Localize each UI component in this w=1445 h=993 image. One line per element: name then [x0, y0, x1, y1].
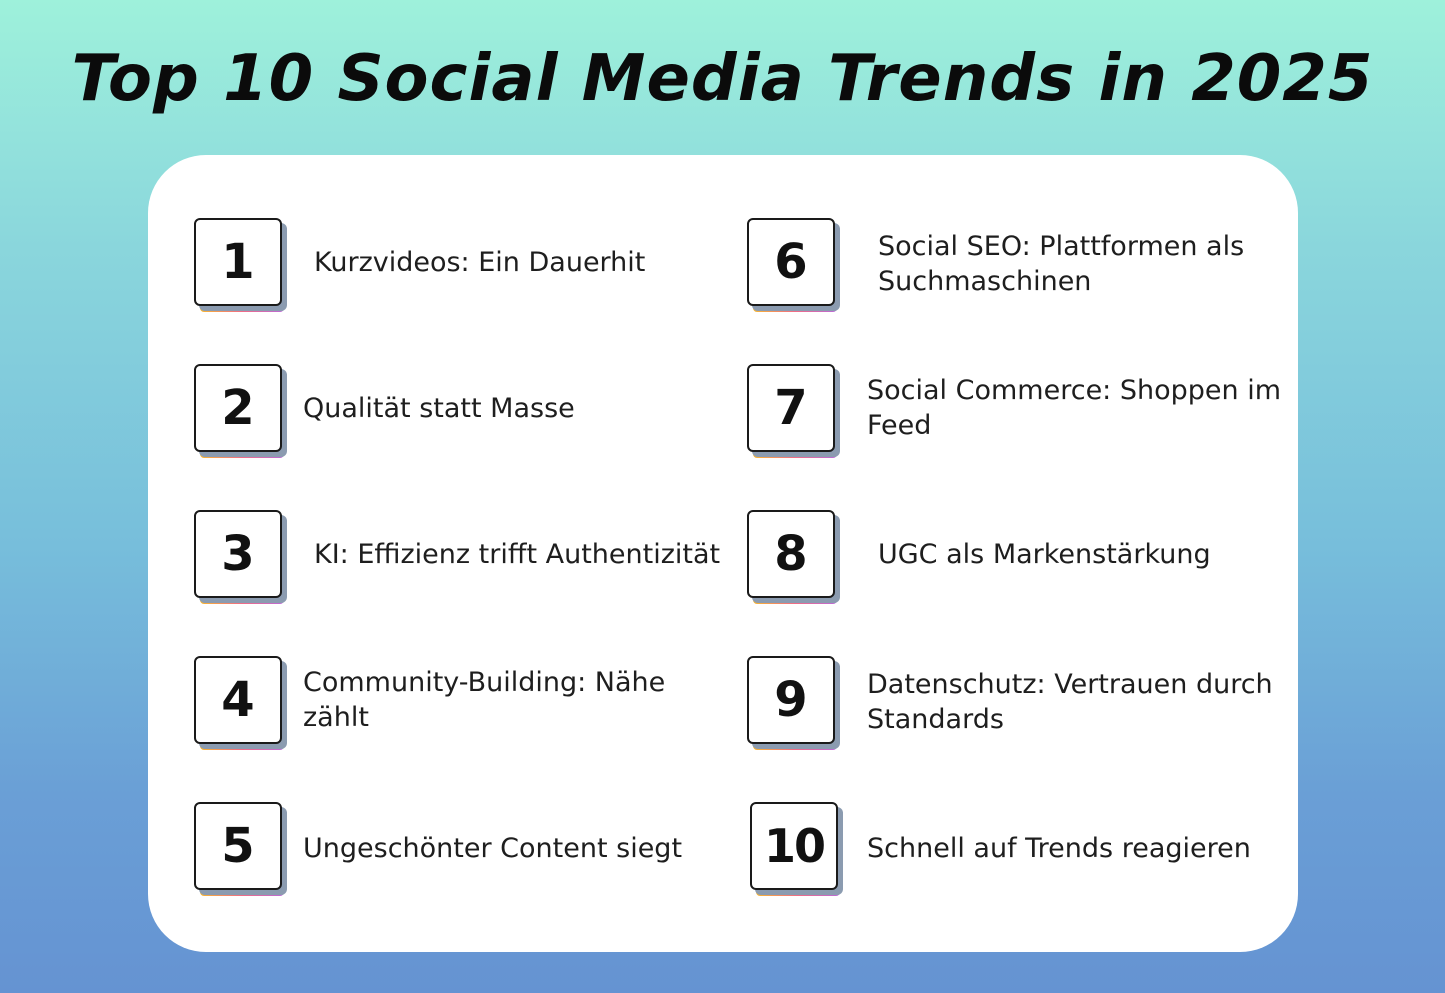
accent-stripe	[753, 599, 837, 604]
trends-card: 1 Kurzvideos: Ein Dauerhit 2 Qualität st…	[148, 155, 1298, 952]
trend-number-badge: 1	[194, 218, 282, 306]
trend-number-badge: 7	[747, 364, 835, 452]
accent-stripe	[756, 891, 840, 896]
trend-number-badge: 9	[747, 656, 835, 744]
trend-label: Qualität statt Masse	[303, 393, 575, 424]
trend-label: KI: Effizienz trifft Authentizität	[314, 539, 721, 570]
trend-label: Datenschutz: Vertrauen durch Standards	[867, 669, 1273, 735]
accent-stripe	[200, 307, 284, 312]
trend-number-badge: 8	[747, 510, 835, 598]
page-title: Top 10 Social Media Trends in 2025	[71, 42, 1374, 116]
trend-label: Kurzvideos: Ein Dauerhit	[314, 247, 646, 278]
accent-stripe	[200, 453, 284, 458]
trend-number-badge: 4	[194, 656, 282, 744]
trend-number-badge: 3	[194, 510, 282, 598]
accent-stripe	[753, 745, 837, 750]
trend-number-badge: 5	[194, 802, 282, 890]
trend-label: Social SEO: Plattformen als Suchmaschine…	[878, 231, 1245, 297]
trend-number-badge: 10	[750, 802, 838, 890]
accent-stripe	[200, 891, 284, 896]
accent-stripe	[753, 453, 837, 458]
trend-label: Social Commerce: Shoppen im Feed	[867, 375, 1282, 441]
accent-stripe	[200, 599, 284, 604]
accent-stripe	[200, 745, 284, 750]
trend-label: Schnell auf Trends reagieren	[867, 833, 1251, 864]
trend-number-badge: 6	[747, 218, 835, 306]
accent-stripe	[753, 307, 837, 312]
trend-number-badge: 2	[194, 364, 282, 452]
trend-label: Ungeschönter Content siegt	[303, 833, 683, 864]
trend-label: Community-Building: Nähe zählt	[303, 667, 666, 733]
trend-label: UGC als Markenstärkung	[878, 539, 1211, 570]
